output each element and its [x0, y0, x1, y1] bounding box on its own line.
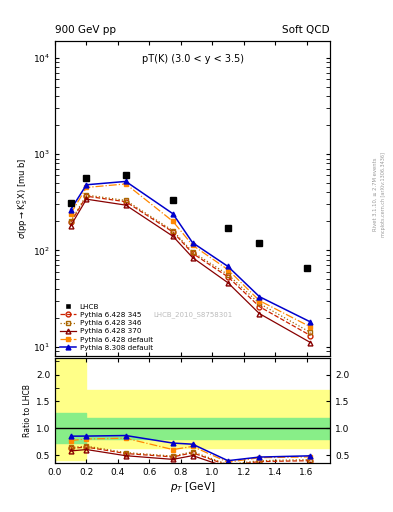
- Y-axis label: Ratio to LHCB: Ratio to LHCB: [23, 385, 31, 437]
- Text: 900 GeV pp: 900 GeV pp: [55, 25, 116, 35]
- X-axis label: $p_T$ [GeV]: $p_T$ [GeV]: [170, 480, 215, 494]
- Legend: LHCB, Pythia 6.428 345, Pythia 6.428 346, Pythia 6.428 370, Pythia 6.428 default: LHCB, Pythia 6.428 345, Pythia 6.428 346…: [57, 301, 156, 354]
- Y-axis label: $\sigma(\mathsf{pp}{\rightarrow}\mathsf{K}^0_S\,\mathsf{X})$ [mu b]: $\sigma(\mathsf{pp}{\rightarrow}\mathsf{…: [15, 158, 30, 239]
- Text: LHCB_2010_S8758301: LHCB_2010_S8758301: [153, 311, 232, 318]
- Text: Rivet 3.1.10, ≥ 2.7M events: Rivet 3.1.10, ≥ 2.7M events: [373, 158, 378, 231]
- Text: pT(K) (3.0 < y < 3.5): pT(K) (3.0 < y < 3.5): [141, 54, 244, 63]
- Text: Soft QCD: Soft QCD: [283, 25, 330, 35]
- Text: mcplots.cern.ch [arXiv:1306.3436]: mcplots.cern.ch [arXiv:1306.3436]: [381, 152, 386, 237]
